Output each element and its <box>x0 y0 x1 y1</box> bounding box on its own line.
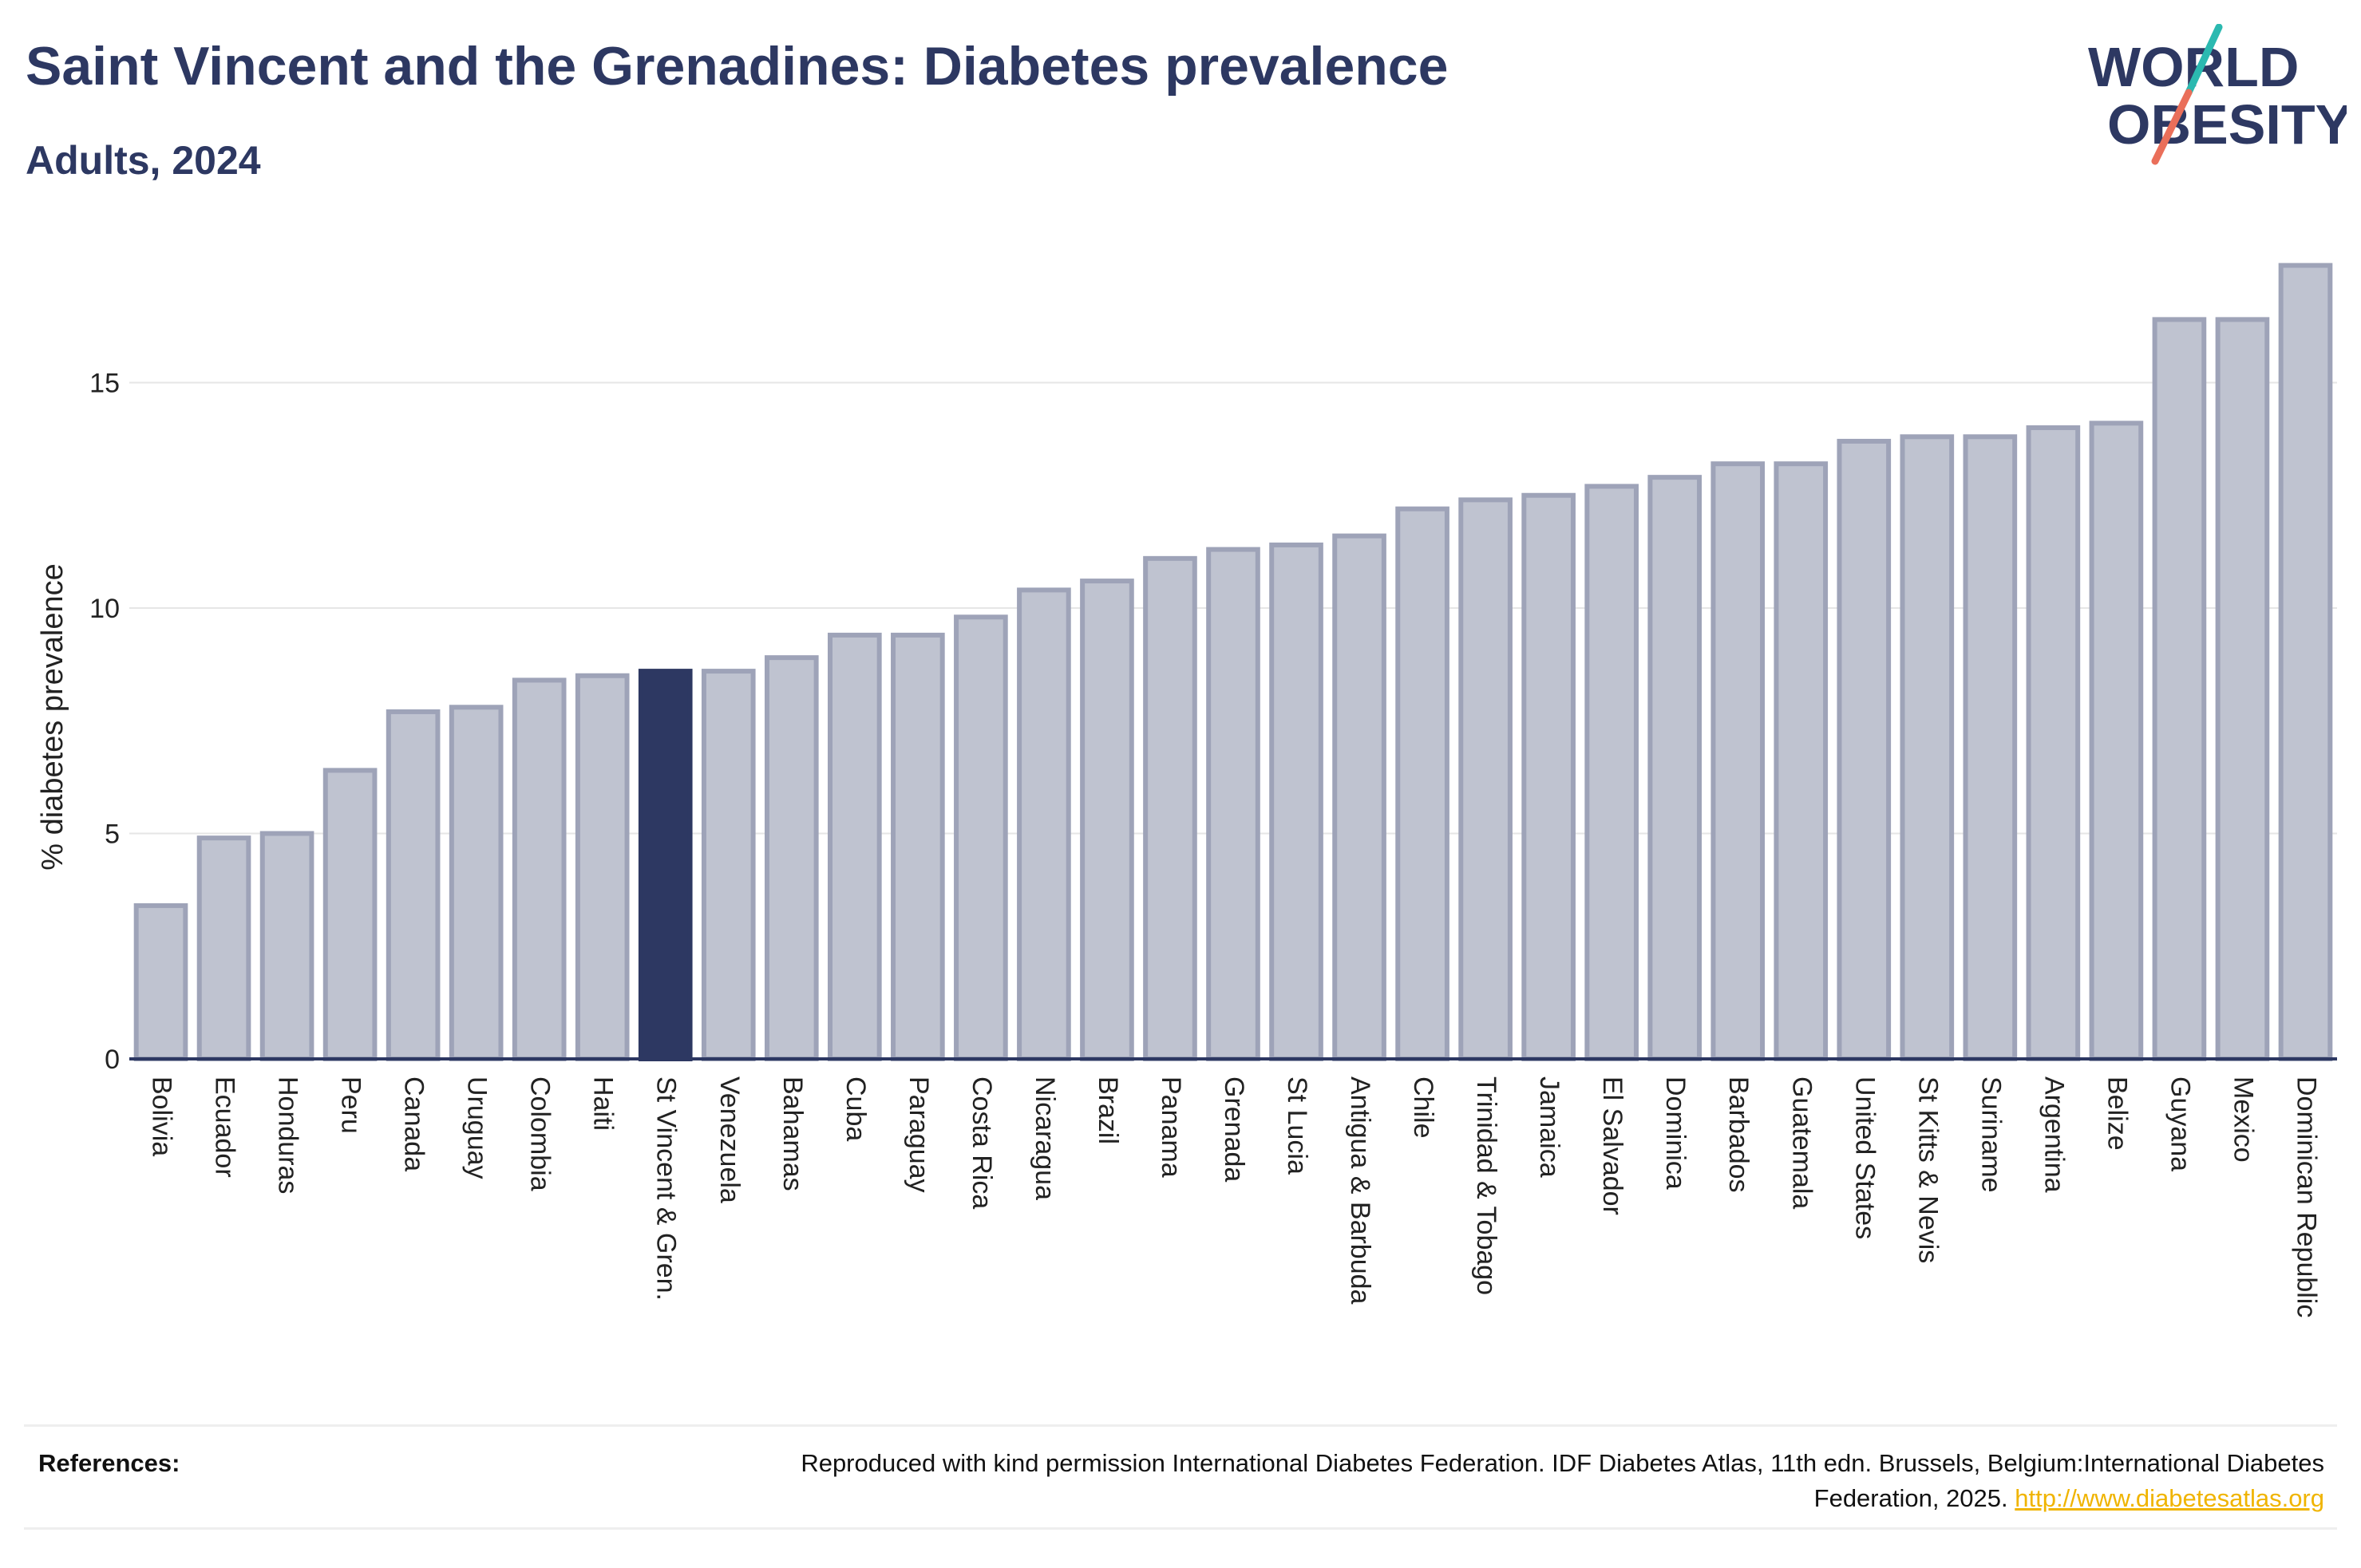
x-tick-label: Chile <box>1408 1076 1438 1138</box>
bar <box>828 632 882 1061</box>
logo-line2: OBESITY <box>2107 93 2347 156</box>
x-tick-label: Uruguay <box>462 1076 492 1179</box>
bar <box>386 709 441 1061</box>
bar <box>196 835 251 1062</box>
bar <box>1017 587 1071 1061</box>
bar <box>2152 317 2207 1061</box>
y-tick-label: 10 <box>89 594 120 624</box>
x-tick-label: Honduras <box>273 1076 303 1194</box>
bar <box>322 768 378 1062</box>
x-tick-label: Barbados <box>1723 1076 1754 1193</box>
references-text-block: Reproduced with kind permission Internat… <box>688 1446 2324 1516</box>
x-tick-label: Ecuador <box>210 1076 240 1178</box>
x-tick-label: Costa Rica <box>967 1076 997 1209</box>
logo-slash-teal <box>2185 24 2223 97</box>
bar <box>575 673 630 1061</box>
bar <box>259 831 314 1061</box>
x-tick-label: Grenada <box>1219 1076 1249 1182</box>
bar <box>133 902 188 1062</box>
x-tick-label: Mexico <box>2228 1076 2258 1163</box>
x-tick-label: Cuba <box>840 1076 871 1141</box>
bar <box>1269 542 1323 1061</box>
x-tick-label: Peru <box>336 1076 366 1134</box>
bar <box>1837 438 1892 1061</box>
bar <box>2089 421 2144 1061</box>
bar <box>1710 461 1766 1061</box>
references-text: Reproduced with kind permission Internat… <box>801 1449 2324 1512</box>
bar <box>1458 497 1513 1061</box>
bar <box>1080 579 1134 1061</box>
world-obesity-logo: WORLD OBESITY <box>2088 24 2347 165</box>
bar <box>2026 425 2081 1061</box>
bar <box>2278 263 2333 1062</box>
x-tick-label: Trinidad & Tobago <box>1471 1076 1501 1295</box>
x-tick-label: El Salvador <box>1597 1076 1627 1215</box>
bar <box>1963 434 2018 1061</box>
bar <box>1206 547 1260 1061</box>
chart-title: Saint Vincent and the Grenadines: Diabet… <box>26 36 1449 97</box>
x-tick-label: Suriname <box>1975 1076 2006 1193</box>
bar <box>1584 484 1639 1061</box>
x-tick-label: Guatemala <box>1786 1076 1817 1209</box>
x-tick-label: Dominican Republic <box>2291 1076 2321 1317</box>
x-tick-label: Panama <box>1156 1076 1186 1178</box>
y-axis-label: % diabetes prevalence <box>36 563 69 870</box>
y-tick-label: 15 <box>89 369 120 399</box>
x-tick-label: Dominica <box>1660 1076 1691 1190</box>
bar <box>1332 533 1386 1061</box>
bar <box>764 655 819 1062</box>
bar <box>1900 434 1955 1061</box>
references-label: References: <box>38 1449 180 1477</box>
x-tick-label: St Lucia <box>1282 1076 1312 1175</box>
bar-chart: 0 5 10 15 % diabetes prevalence Bolivia Ecuado… <box>36 263 2337 1317</box>
bar <box>449 705 504 1061</box>
bar <box>1774 461 1829 1061</box>
bar <box>701 669 756 1061</box>
x-tick-label: Haiti <box>588 1076 619 1131</box>
y-tick-label: 5 <box>105 820 120 850</box>
x-tick-label: Canada <box>399 1076 429 1171</box>
x-tick-label: Guyana <box>2165 1076 2195 1171</box>
bar <box>1521 492 1576 1061</box>
bar <box>954 614 1008 1061</box>
references-link[interactable]: http://www.diabetesatlas.org <box>2015 1484 2324 1512</box>
references-panel: References: Reproduced with kind permiss… <box>24 1424 2337 1530</box>
x-tick-label: United States <box>1849 1076 1880 1239</box>
bar <box>891 632 945 1061</box>
bar <box>512 677 567 1062</box>
x-tick-label: Colombia <box>525 1076 556 1191</box>
x-tick-label: Brazil <box>1093 1076 1123 1144</box>
x-tick-label: St Kitts & Nevis <box>1912 1076 1943 1263</box>
x-tick-label: Belize <box>2102 1076 2132 1151</box>
bar <box>1647 475 1703 1061</box>
bar <box>2215 317 2270 1061</box>
x-tick-label: St Vincent & Gren. <box>651 1076 682 1301</box>
x-tick-label: Venezuela <box>714 1076 745 1203</box>
y-tick-label: 0 <box>105 1045 120 1075</box>
chart-subtitle: Adults, 2024 <box>26 138 261 183</box>
x-tick-label: Nicaragua <box>1030 1076 1060 1200</box>
x-tick-label: Bolivia <box>147 1076 177 1156</box>
x-tick-label: Bahamas <box>777 1076 808 1191</box>
x-tick-label: Paraguay <box>904 1076 934 1193</box>
x-tick-label: Antigua & Barbuda <box>1345 1076 1375 1305</box>
x-tick-label: Jamaica <box>1534 1076 1564 1178</box>
logo-slash-coral <box>2151 89 2193 165</box>
bar <box>1143 555 1197 1061</box>
bar <box>1395 506 1449 1061</box>
x-tick-label: Argentina <box>2039 1076 2069 1193</box>
bar <box>638 669 693 1061</box>
